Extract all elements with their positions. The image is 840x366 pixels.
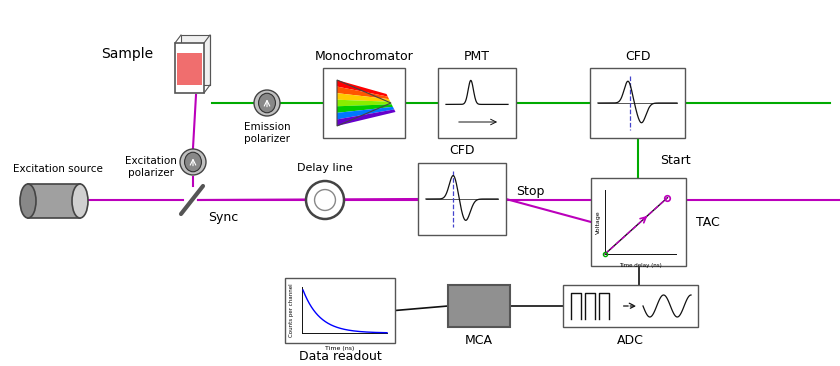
Bar [448, 285, 510, 327]
Text: Voltage: Voltage [596, 210, 601, 234]
Polygon shape [337, 109, 396, 126]
Circle shape [306, 181, 344, 219]
Ellipse shape [254, 90, 280, 116]
Bar [438, 68, 516, 138]
Text: Sample: Sample [101, 47, 153, 61]
Text: Time (ns): Time (ns) [325, 346, 354, 351]
Text: Monochromator: Monochromator [315, 49, 413, 63]
Polygon shape [337, 80, 388, 97]
Text: Delay line: Delay line [297, 163, 353, 173]
Bar [181, 35, 210, 85]
Ellipse shape [185, 152, 202, 172]
Bar [177, 53, 202, 85]
Bar [418, 163, 506, 235]
Bar [563, 285, 698, 327]
Ellipse shape [180, 149, 206, 175]
Text: ADC: ADC [617, 335, 644, 347]
Circle shape [314, 190, 335, 210]
Text: Time delay (ns): Time delay (ns) [619, 263, 662, 268]
Text: Excitation
polarizer: Excitation polarizer [125, 156, 177, 178]
Bar [28, 184, 80, 218]
Bar [591, 178, 686, 266]
Text: Sync: Sync [207, 212, 238, 224]
Text: Data readout: Data readout [299, 351, 381, 363]
Polygon shape [337, 100, 391, 106]
Bar [285, 278, 395, 343]
Text: Counts per channel: Counts per channel [290, 284, 295, 337]
Polygon shape [337, 93, 391, 102]
Ellipse shape [72, 184, 88, 218]
Text: CFD: CFD [625, 49, 650, 63]
Text: PMT: PMT [464, 49, 490, 63]
Bar [323, 68, 405, 138]
Text: CFD: CFD [449, 143, 475, 157]
Bar [590, 68, 685, 138]
Text: TAC: TAC [696, 216, 720, 228]
Text: MCA: MCA [465, 335, 493, 347]
Text: Start: Start [660, 153, 690, 167]
Polygon shape [337, 104, 393, 113]
Polygon shape [337, 87, 389, 99]
Ellipse shape [259, 93, 276, 113]
Bar [175, 43, 204, 93]
Text: Stop: Stop [516, 186, 544, 198]
Ellipse shape [20, 184, 36, 218]
Text: Excitation source: Excitation source [13, 164, 103, 174]
Text: Emission
polarizer: Emission polarizer [244, 122, 291, 144]
Polygon shape [337, 107, 394, 119]
